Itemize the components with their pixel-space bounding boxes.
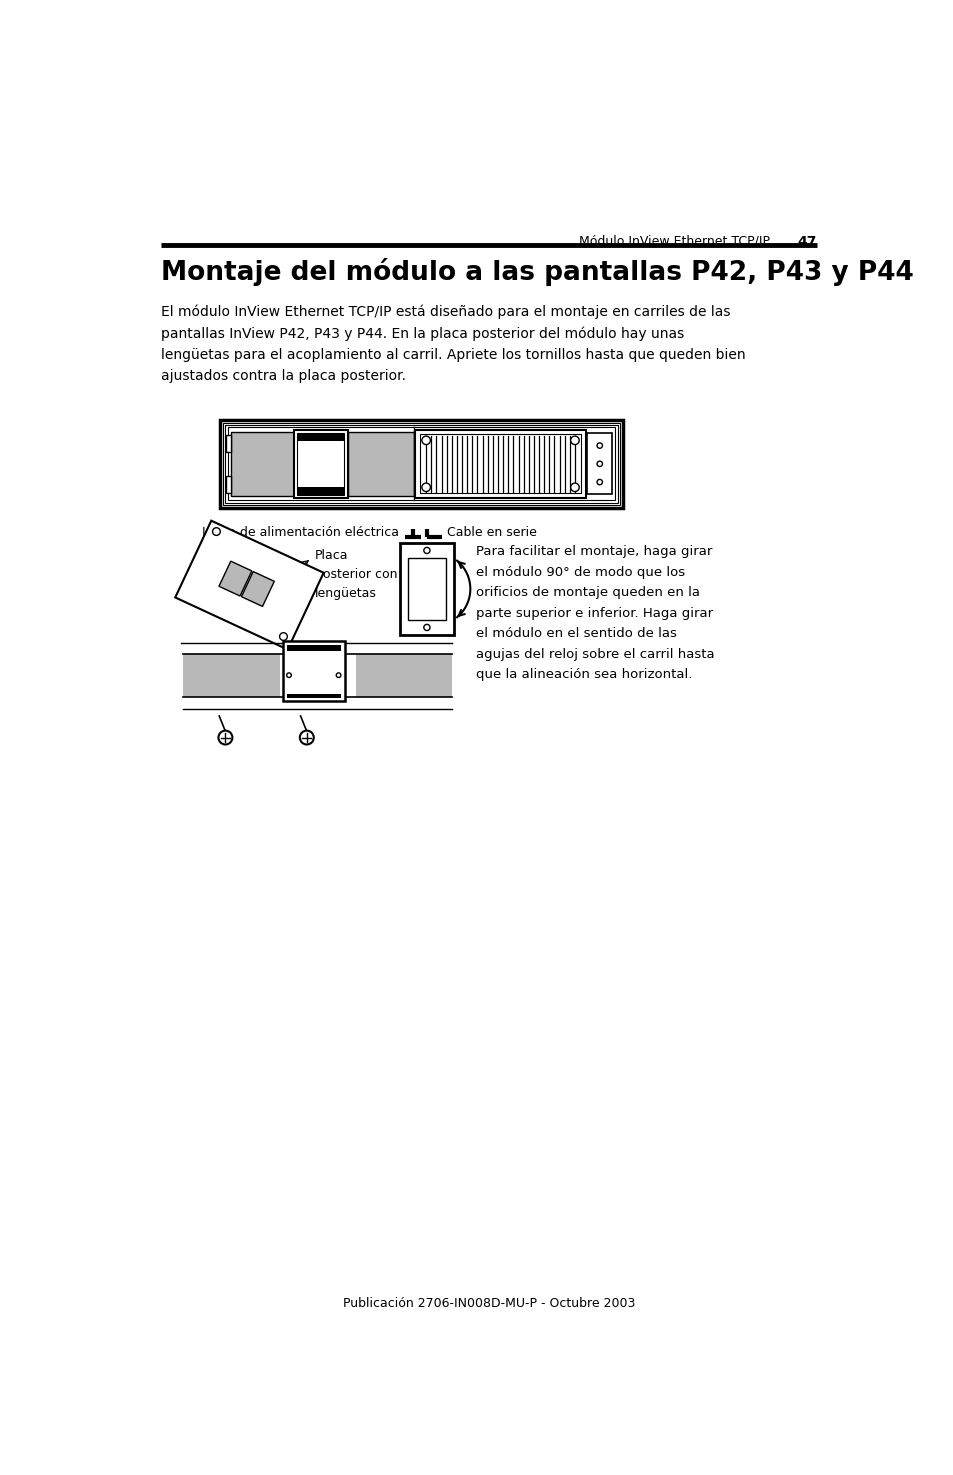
Circle shape [421, 484, 430, 491]
Circle shape [597, 462, 602, 466]
Circle shape [421, 437, 430, 444]
Polygon shape [219, 560, 252, 596]
Text: Línea de alimentación eléctrica: Línea de alimentación eléctrica [202, 527, 398, 540]
Bar [231, 432, 294, 496]
Circle shape [279, 633, 287, 640]
Circle shape [570, 437, 578, 444]
Bar [297, 487, 344, 496]
Polygon shape [175, 521, 323, 649]
Bar [183, 655, 279, 696]
Bar [226, 435, 231, 451]
Bar [355, 655, 452, 696]
Bar [282, 640, 344, 702]
Text: El módulo InView Ethernet TCP/IP está diseñado para el montaje en carriles de la: El módulo InView Ethernet TCP/IP está di… [161, 304, 745, 384]
Bar [419, 434, 580, 494]
Circle shape [597, 442, 602, 448]
Circle shape [299, 730, 314, 745]
Bar [297, 432, 344, 441]
Circle shape [597, 479, 602, 485]
Polygon shape [241, 571, 274, 606]
Bar [220, 419, 622, 507]
Text: Para facilitar el montaje, haga girar
el módulo 90° de modo que los
orificios de: Para facilitar el montaje, haga girar el… [476, 546, 714, 681]
Text: 47: 47 [797, 235, 816, 249]
Bar [407, 558, 446, 619]
Bar [225, 425, 617, 503]
Text: Cable en serie: Cable en serie [447, 527, 537, 540]
Bar [228, 428, 615, 500]
Text: Módulo InView Ethernet TCP/IP: Módulo InView Ethernet TCP/IP [578, 235, 769, 248]
Bar [286, 645, 340, 650]
Bar [286, 695, 340, 698]
Bar [223, 423, 619, 504]
Bar [587, 434, 612, 494]
Text: Publicación 2706-IN008D-MU-P - Octubre 2003: Publicación 2706-IN008D-MU-P - Octubre 2… [342, 1298, 635, 1310]
Circle shape [423, 624, 430, 630]
Bar [348, 432, 414, 496]
Bar [415, 429, 585, 499]
Bar [279, 655, 355, 696]
Bar [294, 429, 348, 499]
Circle shape [213, 528, 220, 535]
Circle shape [570, 484, 578, 491]
Bar [297, 432, 344, 496]
Bar [399, 543, 454, 636]
Circle shape [335, 673, 340, 677]
Text: Montaje del módulo a las pantallas P42, P43 y P44: Montaje del módulo a las pantallas P42, … [161, 258, 913, 286]
Circle shape [218, 730, 233, 745]
Bar [226, 476, 231, 493]
Text: Placa
posterior con
lengüetas: Placa posterior con lengüetas [314, 549, 396, 600]
Circle shape [423, 547, 430, 553]
Circle shape [286, 673, 291, 677]
